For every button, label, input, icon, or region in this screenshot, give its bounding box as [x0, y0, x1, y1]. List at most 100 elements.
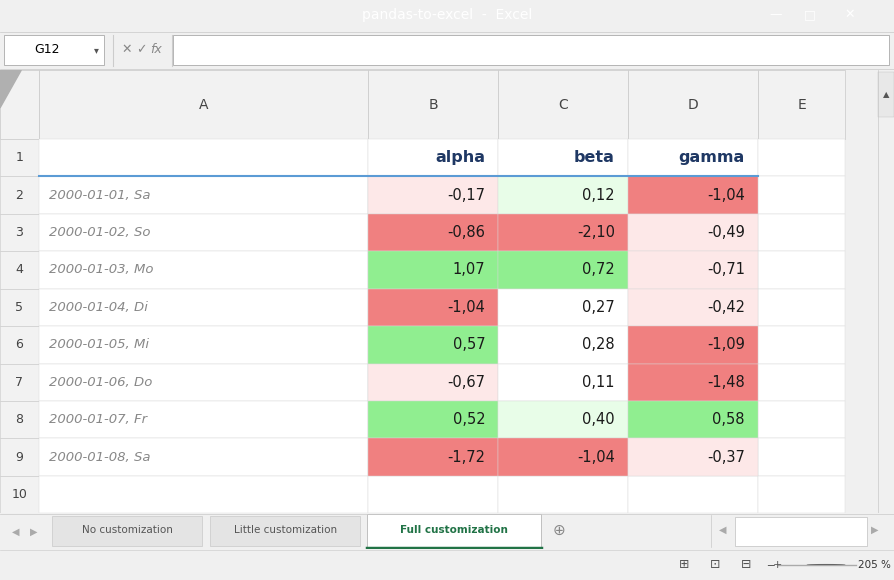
Text: beta: beta — [574, 150, 615, 165]
FancyBboxPatch shape — [0, 214, 38, 251]
FancyBboxPatch shape — [498, 476, 628, 513]
Text: D: D — [687, 97, 698, 111]
FancyBboxPatch shape — [0, 364, 38, 401]
FancyBboxPatch shape — [758, 364, 846, 401]
Text: C: C — [558, 97, 568, 111]
Text: 5: 5 — [15, 301, 23, 314]
Text: -1,72: -1,72 — [447, 450, 485, 465]
Text: ▾: ▾ — [94, 45, 99, 55]
FancyBboxPatch shape — [758, 438, 846, 476]
FancyBboxPatch shape — [498, 251, 628, 289]
FancyBboxPatch shape — [628, 70, 758, 139]
FancyBboxPatch shape — [368, 251, 498, 289]
FancyBboxPatch shape — [498, 364, 628, 401]
FancyBboxPatch shape — [38, 476, 368, 513]
Text: -0,67: -0,67 — [447, 375, 485, 390]
FancyBboxPatch shape — [38, 176, 368, 214]
Text: 9: 9 — [15, 451, 23, 463]
FancyBboxPatch shape — [368, 176, 498, 214]
FancyBboxPatch shape — [628, 214, 758, 251]
FancyBboxPatch shape — [498, 438, 628, 476]
Text: 2000-01-02, So: 2000-01-02, So — [49, 226, 150, 239]
FancyBboxPatch shape — [498, 289, 628, 326]
FancyBboxPatch shape — [368, 289, 498, 326]
FancyBboxPatch shape — [38, 401, 368, 438]
FancyBboxPatch shape — [368, 401, 498, 438]
Text: 4: 4 — [15, 263, 23, 277]
FancyBboxPatch shape — [0, 401, 38, 438]
Text: B: B — [428, 97, 438, 111]
FancyBboxPatch shape — [628, 364, 758, 401]
FancyBboxPatch shape — [368, 214, 498, 251]
Text: 2000-01-07, Fr: 2000-01-07, Fr — [49, 413, 148, 426]
FancyBboxPatch shape — [498, 401, 628, 438]
Text: -0,17: -0,17 — [447, 187, 485, 202]
Text: 0,28: 0,28 — [582, 338, 615, 352]
FancyBboxPatch shape — [735, 517, 867, 546]
Text: ─: ─ — [767, 560, 774, 570]
Text: ⊞: ⊞ — [679, 558, 689, 571]
FancyBboxPatch shape — [0, 326, 38, 364]
Text: ⊕: ⊕ — [552, 523, 565, 538]
FancyBboxPatch shape — [4, 35, 104, 66]
Polygon shape — [0, 70, 21, 108]
FancyBboxPatch shape — [498, 326, 628, 364]
FancyBboxPatch shape — [628, 476, 758, 513]
FancyBboxPatch shape — [38, 326, 368, 364]
Text: gamma: gamma — [679, 150, 745, 165]
Text: ▲: ▲ — [882, 90, 890, 99]
FancyBboxPatch shape — [52, 516, 202, 546]
Text: -1,09: -1,09 — [707, 338, 745, 352]
Text: A: A — [198, 97, 208, 111]
Text: -2,10: -2,10 — [577, 225, 615, 240]
FancyBboxPatch shape — [38, 139, 368, 176]
Text: ✓: ✓ — [136, 43, 147, 56]
Text: pandas-to-excel  -  Excel: pandas-to-excel - Excel — [362, 8, 532, 23]
FancyBboxPatch shape — [628, 326, 758, 364]
FancyBboxPatch shape — [628, 326, 758, 364]
Text: -0,86: -0,86 — [447, 225, 485, 240]
Text: Full customization: Full customization — [400, 525, 508, 535]
Text: 0,72: 0,72 — [582, 262, 615, 277]
Text: ✕: ✕ — [122, 43, 132, 56]
FancyBboxPatch shape — [628, 251, 758, 289]
FancyBboxPatch shape — [498, 326, 628, 364]
FancyBboxPatch shape — [0, 438, 38, 476]
FancyBboxPatch shape — [758, 176, 846, 214]
Text: 2000-01-04, Di: 2000-01-04, Di — [49, 301, 148, 314]
Text: 2000-01-03, Mo: 2000-01-03, Mo — [49, 263, 154, 277]
FancyBboxPatch shape — [38, 251, 368, 289]
FancyBboxPatch shape — [498, 176, 628, 214]
FancyBboxPatch shape — [628, 176, 758, 214]
FancyBboxPatch shape — [368, 70, 498, 139]
Text: -1,48: -1,48 — [707, 375, 745, 390]
FancyBboxPatch shape — [628, 438, 758, 476]
Text: 0,12: 0,12 — [582, 187, 615, 202]
FancyBboxPatch shape — [498, 70, 628, 139]
FancyBboxPatch shape — [758, 326, 846, 364]
Text: 0,52: 0,52 — [452, 412, 485, 427]
Text: 0,27: 0,27 — [582, 300, 615, 315]
FancyBboxPatch shape — [173, 35, 889, 66]
FancyBboxPatch shape — [38, 214, 368, 251]
Circle shape — [806, 564, 846, 566]
Text: ▶: ▶ — [30, 526, 38, 537]
Text: 2: 2 — [15, 188, 23, 201]
Text: -1,04: -1,04 — [707, 187, 745, 202]
FancyBboxPatch shape — [368, 438, 498, 476]
Text: ⊡: ⊡ — [710, 558, 721, 571]
Text: -1,04: -1,04 — [447, 300, 485, 315]
Text: ✕: ✕ — [844, 8, 855, 21]
FancyBboxPatch shape — [878, 72, 894, 117]
FancyBboxPatch shape — [0, 476, 38, 513]
FancyBboxPatch shape — [628, 139, 758, 176]
Text: —: — — [770, 8, 782, 21]
Text: fx: fx — [150, 43, 163, 56]
Text: 0,57: 0,57 — [452, 338, 485, 352]
FancyBboxPatch shape — [498, 214, 628, 251]
FancyBboxPatch shape — [0, 176, 38, 214]
Text: ◀: ◀ — [719, 525, 726, 535]
FancyBboxPatch shape — [0, 251, 38, 289]
FancyBboxPatch shape — [758, 401, 846, 438]
FancyBboxPatch shape — [367, 514, 541, 548]
